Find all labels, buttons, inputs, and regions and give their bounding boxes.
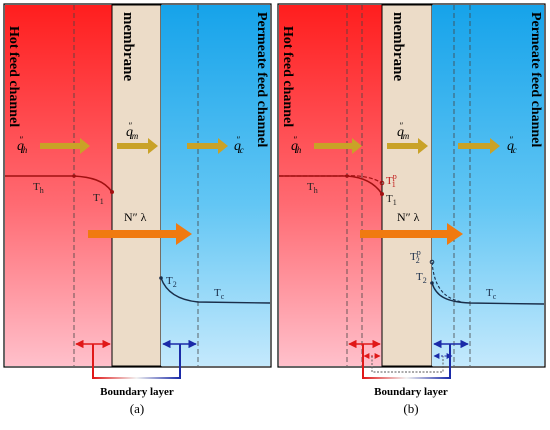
cold-channel-b	[432, 5, 544, 366]
cold-temperature-curve-a	[160, 277, 271, 304]
boundary-layer-label-b: Boundary layer	[374, 386, 448, 398]
hot-temperature-curve-dashed-b	[279, 175, 383, 184]
caption-b: (b)	[403, 401, 418, 416]
hot-curve-point-a	[72, 174, 76, 178]
T1-label-a: T1	[93, 192, 104, 206]
boundary-bracket-inner-b	[371, 356, 444, 373]
heat-arrow-hot-a	[40, 138, 90, 154]
heat-arrow-hot-b	[314, 138, 362, 154]
T1-point-a	[110, 190, 114, 194]
heat-arrow-cold-b	[458, 138, 500, 154]
cold-channel-a	[161, 5, 270, 366]
T2-point-a	[159, 276, 163, 280]
panel-b: Hot feed channel membrane Permeate feed …	[277, 3, 546, 416]
q-cold-label-a: q″c	[234, 135, 244, 155]
T2p-point-b	[429, 259, 435, 265]
Th-label-b: Th	[307, 181, 318, 195]
hot-channel-label-a: Hot feed channel	[6, 26, 21, 127]
panel-a: Hot feed channel membrane Permeate feed …	[3, 3, 272, 416]
permeate-channel-label-b: Permeate feed channel	[528, 12, 543, 147]
heat-arrow-cold-a	[187, 138, 228, 154]
T1-label-b: T1	[386, 193, 397, 207]
vapour-flux-arrow-b	[360, 223, 463, 245]
Tc-label-b: Tc	[486, 287, 497, 301]
hot-channel-a	[5, 5, 112, 366]
cold-temperature-curve-b	[431, 282, 545, 305]
heat-arrow-membrane-b	[387, 138, 428, 154]
T1p-point-b	[379, 180, 385, 186]
hot-channel-b	[279, 5, 382, 366]
Tc-label-a: Tc	[214, 287, 225, 301]
membrane-label-a: membrane	[120, 12, 136, 81]
flux-label-a: N″ λ	[124, 210, 147, 224]
flux-label-b: N″ λ	[397, 210, 420, 224]
q-hot-label-b: q″h	[291, 135, 302, 155]
Th-label-a: Th	[33, 181, 44, 195]
T2-label-b: T2	[416, 271, 427, 285]
T2-point-b	[430, 281, 434, 285]
boundary-layer-label-a: Boundary layer	[100, 386, 174, 398]
hot-channel-label-b: Hot feed channel	[280, 26, 295, 127]
T1p-label-b: Tp 1	[386, 172, 397, 189]
membrane-label-b: membrane	[390, 12, 406, 81]
cold-temperature-curve-dashed-b	[431, 261, 463, 303]
T2-label-a: T2	[166, 275, 177, 289]
membrane-a	[111, 4, 162, 367]
boundary-bracket-b	[362, 344, 451, 379]
caption-a: (a)	[130, 401, 144, 416]
q-cold-label-b: q″c	[507, 135, 517, 155]
T1-point-b	[380, 192, 384, 196]
boundary-bracket-a	[92, 344, 181, 379]
heat-arrow-membrane-a	[117, 138, 158, 154]
permeate-channel-label-a: Permeate feed channel	[254, 12, 269, 147]
q-hot-label-a: q″h	[17, 135, 28, 155]
vapour-flux-arrow-a	[88, 223, 192, 245]
T2p-label-b: Tp 2	[410, 248, 421, 265]
hot-curve-point-b	[345, 174, 349, 178]
